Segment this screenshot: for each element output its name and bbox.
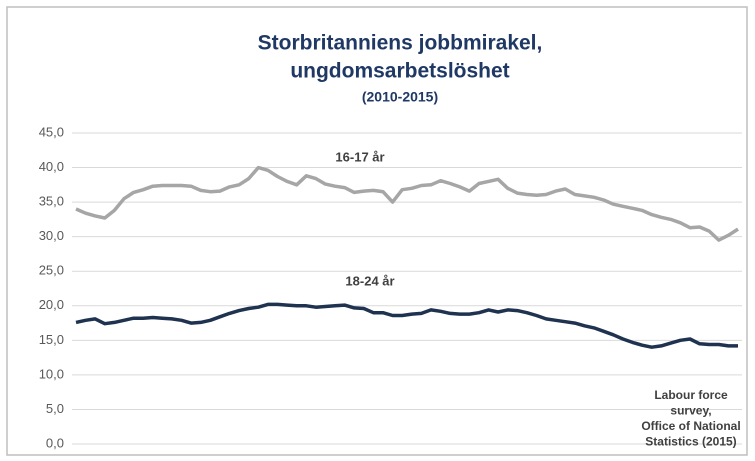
chart-subtitle: (2010-2015) (362, 89, 438, 105)
y-tick-label: 35,0 (39, 194, 64, 209)
series-line (75, 302, 738, 349)
series-label: 16-17 år (335, 149, 384, 164)
y-tick-label: 5,0 (46, 401, 64, 416)
series-label: 18-24 år (345, 273, 394, 288)
source-note: Statistics (2015) (645, 435, 736, 449)
y-tick-label: 15,0 (39, 332, 64, 347)
frame (6, 6, 748, 456)
chart-title: ungdomsarbetslöshet (290, 60, 509, 83)
y-tick-label: 0,0 (46, 435, 64, 450)
chart-title: Storbritanniens jobbmirakel, (258, 32, 543, 55)
y-tick-label: 30,0 (39, 228, 64, 243)
y-tick-label: 40,0 (39, 159, 64, 174)
source-note: survey, (670, 404, 711, 418)
y-tick-label: 20,0 (39, 297, 64, 312)
y-tick-label: 10,0 (39, 366, 64, 381)
source-note: Office of National (641, 419, 740, 433)
source-note: Labour force (654, 388, 728, 402)
y-tick-label: 45,0 (39, 124, 64, 139)
y-tick-label: 25,0 (39, 263, 64, 278)
series-line (75, 165, 739, 242)
